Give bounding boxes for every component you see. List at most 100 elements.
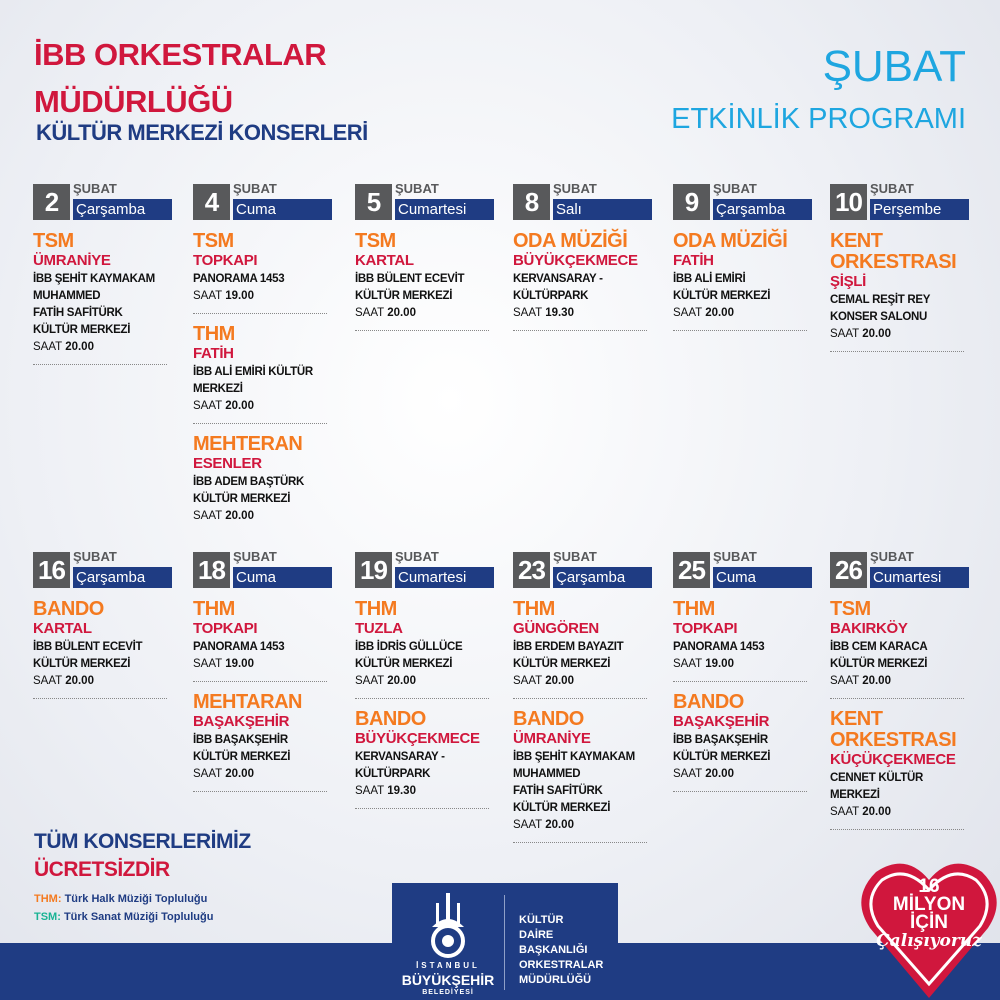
venue-line: KÜLTÜR MERKEZİ [355, 658, 453, 670]
venue-line: İBB İDRİS GÜLLÜCE [355, 641, 463, 653]
time-value: 20.00 [862, 675, 891, 687]
date-header: 9 ŞUBAT Çarşamba [673, 181, 815, 221]
date-month: ŞUBAT [870, 549, 914, 564]
event-ensemble: BANDO [355, 708, 426, 730]
date-month: ŞUBAT [233, 181, 277, 196]
venue-line: KERVANSARAY - [513, 273, 603, 285]
venue-line: PANORAMA 1453 [193, 641, 285, 653]
time-value: 20.00 [225, 510, 254, 522]
heart-line: 16 [918, 876, 940, 897]
event-venue: PANORAMA 1453 [193, 639, 335, 656]
time-value: 20.00 [862, 328, 891, 340]
date-header: 18 ŞUBAT Cuma [193, 549, 335, 589]
event-district: ÜMRANİYE [33, 252, 111, 269]
dotted-divider [513, 698, 647, 699]
time-value: 20.00 [225, 768, 254, 780]
date-weekday: Cuma [233, 199, 332, 220]
event-district: ESENLER [193, 455, 262, 472]
date-header: 16 ŞUBAT Çarşamba [33, 549, 175, 589]
event-time: SAAT 20.00 [355, 305, 497, 322]
logo-city-3: BELEDİYESİ [422, 989, 474, 996]
time-value: 20.00 [705, 307, 734, 319]
event-district: TUZLA [355, 620, 403, 637]
venue-line: KONSER SALONU [830, 311, 928, 323]
free-note-2: ÜCRETSİZDİR [34, 858, 170, 881]
venue-line: FATİH SAFİTÜRK [33, 307, 123, 319]
event-ensemble: THM [355, 598, 397, 620]
heart-line: MİLYON [892, 894, 966, 915]
date-header: 2 ŞUBAT Çarşamba [33, 181, 175, 221]
date-month: ŞUBAT [553, 549, 597, 564]
legend-text: Türk Halk Müziği Topluluğu [64, 893, 208, 905]
day-column: 4 ŞUBAT Cuma TSM TOPKAPI PANORAMA 1453 SAAT 19… [193, 181, 335, 525]
event-time: SAAT 20.00 [830, 673, 972, 690]
date-month: ŞUBAT [395, 181, 439, 196]
event-venue: İBB BAŞAKŞEHİR KÜLTÜR MERKEZİ [673, 732, 815, 766]
venue-line: KERVANSARAY - [355, 751, 445, 763]
month-title: ŞUBAT [822, 42, 966, 91]
time-label: SAAT [513, 675, 542, 687]
time-label: SAAT [673, 307, 702, 319]
day-column: 26 ŞUBAT Cumartesi TSM BAKIRKÖY İBB CEM KARAC… [830, 549, 972, 830]
event-district: BÜYÜKÇEKMECE [513, 252, 638, 269]
event-time: SAAT 19.30 [355, 783, 497, 800]
venue-line: KÜLTÜR MERKEZİ [673, 751, 771, 763]
date-month: ŞUBAT [73, 549, 117, 564]
ibb-logo-box: İSTANBUL BÜYÜKŞEHİR BELEDİYESİ KÜLTÜR DA… [392, 883, 618, 1000]
event-item: THM GÜNGÖREN İBB ERDEM BAYAZIT KÜLTÜR MERKE… [513, 589, 655, 699]
event-district: TOPKAPI [673, 620, 738, 637]
legend-text: Türk Sanat Müziği Topluluğu [63, 911, 214, 923]
legend-abbr: TSM: [34, 911, 61, 923]
event-venue: KERVANSARAY - KÜLTÜRPARK [513, 271, 655, 305]
campaign-heart-badge: 16 MİLYON İÇİN Çalışıyoruz [858, 858, 1000, 1000]
event-item: ODA MÜZİĞİ BÜYÜKÇEKMECE KERVANSARAY - KÜLTÜ… [513, 221, 655, 331]
event-venue: KERVANSARAY - KÜLTÜRPARK [355, 749, 497, 783]
venue-line: İBB BÜLENT ECEVİT [355, 273, 465, 285]
dotted-divider [33, 698, 167, 699]
event-ensemble: ODA MÜZİĞİ [513, 230, 628, 252]
event-ensemble: KENT ORKESTRASI [830, 708, 957, 751]
venue-line: İBB ADEM BAŞTÜRK [193, 476, 305, 488]
day-column: 10 ŞUBAT Perşembe KENT ORKESTRASI ŞİŞLİ CEMAL… [830, 181, 972, 352]
date-number: 5 [355, 184, 392, 220]
dotted-divider [673, 791, 807, 792]
event-ensemble: THM [193, 598, 235, 620]
time-value: 19.00 [705, 658, 734, 670]
date-weekday: Salı [553, 199, 652, 220]
event-venue: CENNET KÜLTÜR MERKEZİ [830, 770, 972, 804]
venue-line: İBB BAŞAKŞEHİR [673, 734, 768, 746]
event-ensemble: TSM [33, 230, 74, 252]
date-weekday: Cumartesi [395, 199, 494, 220]
time-value: 20.00 [225, 400, 254, 412]
venue-line: PANORAMA 1453 [673, 641, 765, 653]
date-weekday: Çarşamba [73, 199, 172, 220]
day-column: 19 ŞUBAT Cumartesi THM TUZLA İBB İDRİS GÜLLÜC… [355, 549, 497, 809]
venue-line: İBB ŞEHİT KAYMAKAM [513, 751, 635, 763]
date-weekday: Cuma [713, 567, 812, 588]
venue-line: KÜLTÜR MERKEZİ [33, 658, 131, 670]
event-time: SAAT 20.00 [355, 673, 497, 690]
dotted-divider [193, 423, 327, 424]
venue-line: MUHAMMED [33, 290, 101, 302]
event-venue: İBB ADEM BAŞTÜRK KÜLTÜR MERKEZİ [193, 474, 335, 508]
event-item: THM TUZLA İBB İDRİS GÜLLÜCE KÜLTÜR MERKEZİ S… [355, 589, 497, 699]
time-label: SAAT [33, 341, 62, 353]
time-label: SAAT [193, 290, 222, 302]
time-label: SAAT [673, 658, 702, 670]
dept-line: BAŞKANLIĞI [519, 944, 588, 956]
event-time: SAAT 19.00 [193, 656, 335, 673]
day-column: 18 ŞUBAT Cuma THM TOPKAPI PANORAMA 1453 SAAT 1… [193, 549, 335, 792]
dotted-divider [673, 330, 807, 331]
time-label: SAAT [33, 675, 62, 687]
venue-line: KÜLTÜR MERKEZİ [673, 290, 771, 302]
event-time: SAAT 20.00 [33, 339, 175, 356]
event-item: TSM TOPKAPI PANORAMA 1453 SAAT 19.00 [193, 221, 335, 314]
date-number: 2 [33, 184, 70, 220]
time-label: SAAT [673, 768, 702, 780]
date-header: 4 ŞUBAT Cuma [193, 181, 335, 221]
time-value: 20.00 [545, 819, 574, 831]
day-column: 23 ŞUBAT Çarşamba THM GÜNGÖREN İBB ERDEM BAYA… [513, 549, 655, 843]
dept-line: DAİRE [519, 929, 554, 941]
date-month: ŞUBAT [73, 181, 117, 196]
logo-divider [504, 895, 505, 990]
